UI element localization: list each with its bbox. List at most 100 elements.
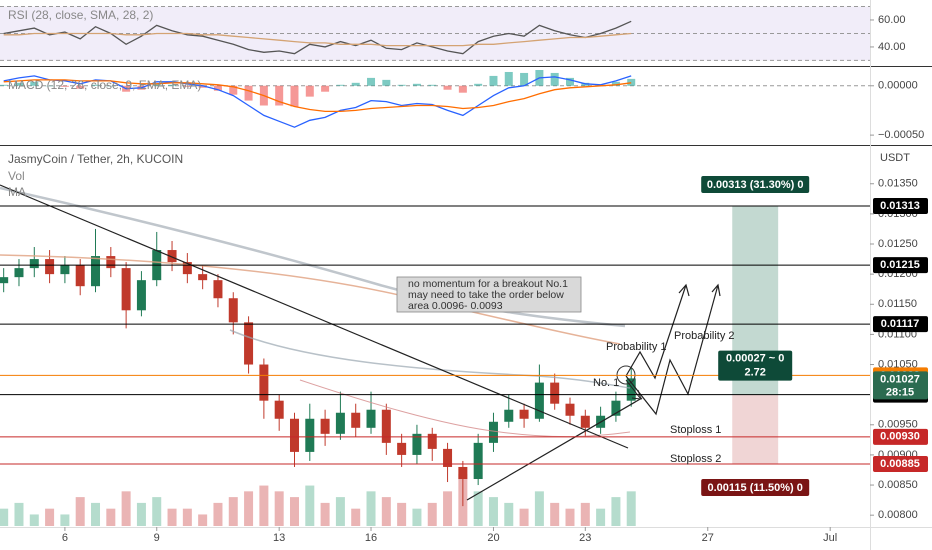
volume-bar bbox=[473, 491, 483, 526]
level-label: 0.00930 bbox=[880, 431, 920, 443]
histogram-bar bbox=[60, 85, 69, 87]
note-line: may need to take the order below bbox=[408, 289, 564, 301]
histogram-bar bbox=[474, 83, 483, 86]
histogram-bar bbox=[30, 81, 39, 86]
candle-body bbox=[320, 418, 330, 434]
volume-bar bbox=[611, 497, 621, 526]
chart-title: JasmyCoin / Tether, 2h, KUCOIN bbox=[8, 152, 183, 166]
volume-bar bbox=[106, 508, 116, 526]
histogram-bar bbox=[244, 85, 253, 101]
histogram-bar bbox=[106, 85, 115, 87]
histogram-bar bbox=[76, 85, 85, 89]
histogram-bar bbox=[367, 77, 376, 86]
y-tick-label: 0.01150 bbox=[878, 298, 917, 310]
volume-bar bbox=[45, 508, 55, 526]
x-tick-label: 13 bbox=[273, 532, 285, 544]
candle-body bbox=[121, 268, 131, 311]
histogram-bar bbox=[550, 72, 559, 86]
histogram-bar bbox=[152, 83, 161, 86]
candle-body bbox=[351, 412, 361, 428]
volume-bar bbox=[213, 502, 223, 526]
projection-path bbox=[625, 284, 687, 380]
ratio-value: 2.72 bbox=[744, 367, 765, 379]
histogram-bar bbox=[520, 72, 529, 86]
series-line bbox=[3, 20, 632, 55]
candle-body bbox=[397, 442, 407, 455]
x-tick-label: 23 bbox=[579, 532, 591, 544]
volume-bar bbox=[427, 502, 437, 526]
histogram-bar bbox=[489, 75, 498, 86]
ma-label: MA bbox=[8, 185, 26, 199]
volume-bar bbox=[412, 508, 422, 526]
last-price-box bbox=[873, 371, 928, 400]
ma-line bbox=[299, 379, 631, 438]
histogram-bar bbox=[45, 85, 54, 87]
series-line bbox=[3, 79, 632, 113]
histogram-bar bbox=[198, 85, 207, 88]
volume-bar bbox=[167, 508, 177, 526]
candle-body bbox=[182, 262, 192, 275]
candle-body bbox=[412, 433, 422, 455]
histogram-bar bbox=[382, 79, 391, 86]
countdown: 28:15 bbox=[886, 386, 914, 398]
volume-bar bbox=[14, 502, 24, 526]
target-label-box bbox=[701, 176, 810, 194]
stop-label: 0.00115 (11.50%) 0 bbox=[707, 482, 802, 494]
candle-body bbox=[443, 448, 453, 467]
candle-body bbox=[259, 364, 269, 401]
trend-line bbox=[466, 397, 643, 501]
top-layer: 0.013130.012150.011170.010320.010000.009… bbox=[0, 176, 928, 496]
y-tick-label: 0.01350 bbox=[878, 178, 918, 190]
histogram-bar bbox=[275, 85, 284, 106]
stop-label-box bbox=[701, 478, 810, 496]
rsi-title: RSI (28, close, SMA, 28, 2) bbox=[8, 8, 153, 22]
ma-line bbox=[0, 186, 626, 328]
level-label: 0.01313 bbox=[880, 200, 920, 212]
candle-body bbox=[504, 409, 514, 422]
y-tick-label: 0.00950 bbox=[878, 419, 918, 431]
note-line: no momentum for a breakout No.1 bbox=[408, 278, 568, 290]
stop-zone bbox=[732, 394, 779, 464]
candle-body bbox=[60, 265, 70, 275]
candle-body bbox=[473, 442, 483, 480]
annotation: No. 1 bbox=[593, 377, 619, 389]
candle-body bbox=[136, 280, 146, 311]
x-tick-label: 16 bbox=[365, 532, 377, 544]
candle-body bbox=[626, 378, 636, 401]
y-tick-label: 60.00 bbox=[878, 14, 906, 26]
histogram-bar bbox=[91, 84, 100, 86]
volume-bar bbox=[244, 491, 254, 526]
x-tick-label: 9 bbox=[154, 532, 160, 544]
level-label-box bbox=[873, 198, 928, 215]
volume-bar bbox=[351, 508, 361, 526]
volume-bar bbox=[335, 497, 345, 526]
note-line: area 0.0096- 0.0093 bbox=[408, 300, 503, 312]
candle-body bbox=[519, 409, 529, 419]
candle-body bbox=[335, 412, 345, 434]
level-label-box bbox=[873, 257, 928, 274]
candle-body bbox=[488, 421, 498, 443]
candle-body bbox=[45, 259, 55, 275]
volume-bar bbox=[91, 502, 101, 526]
volume-bar bbox=[488, 497, 498, 526]
x-tick-label: 6 bbox=[62, 532, 68, 544]
candle-body bbox=[167, 250, 177, 263]
annotation: Stoploss 1 bbox=[670, 424, 721, 436]
candle-body bbox=[274, 400, 284, 419]
candle-body bbox=[550, 382, 560, 404]
note-box bbox=[396, 276, 582, 313]
candle-body bbox=[75, 265, 85, 287]
volume-bar bbox=[366, 491, 376, 526]
histogram-bar bbox=[428, 84, 437, 86]
candle-body bbox=[366, 409, 376, 428]
histogram-bar bbox=[229, 85, 238, 95]
annotation: Probability 1 bbox=[606, 341, 667, 353]
x-tick-label: Jul bbox=[823, 532, 837, 544]
candle-body bbox=[244, 322, 254, 365]
histogram-bar bbox=[336, 84, 345, 86]
level-label-box bbox=[873, 428, 928, 445]
candle-body bbox=[14, 268, 24, 278]
arrow-head bbox=[631, 389, 642, 400]
candle-body bbox=[198, 274, 208, 281]
